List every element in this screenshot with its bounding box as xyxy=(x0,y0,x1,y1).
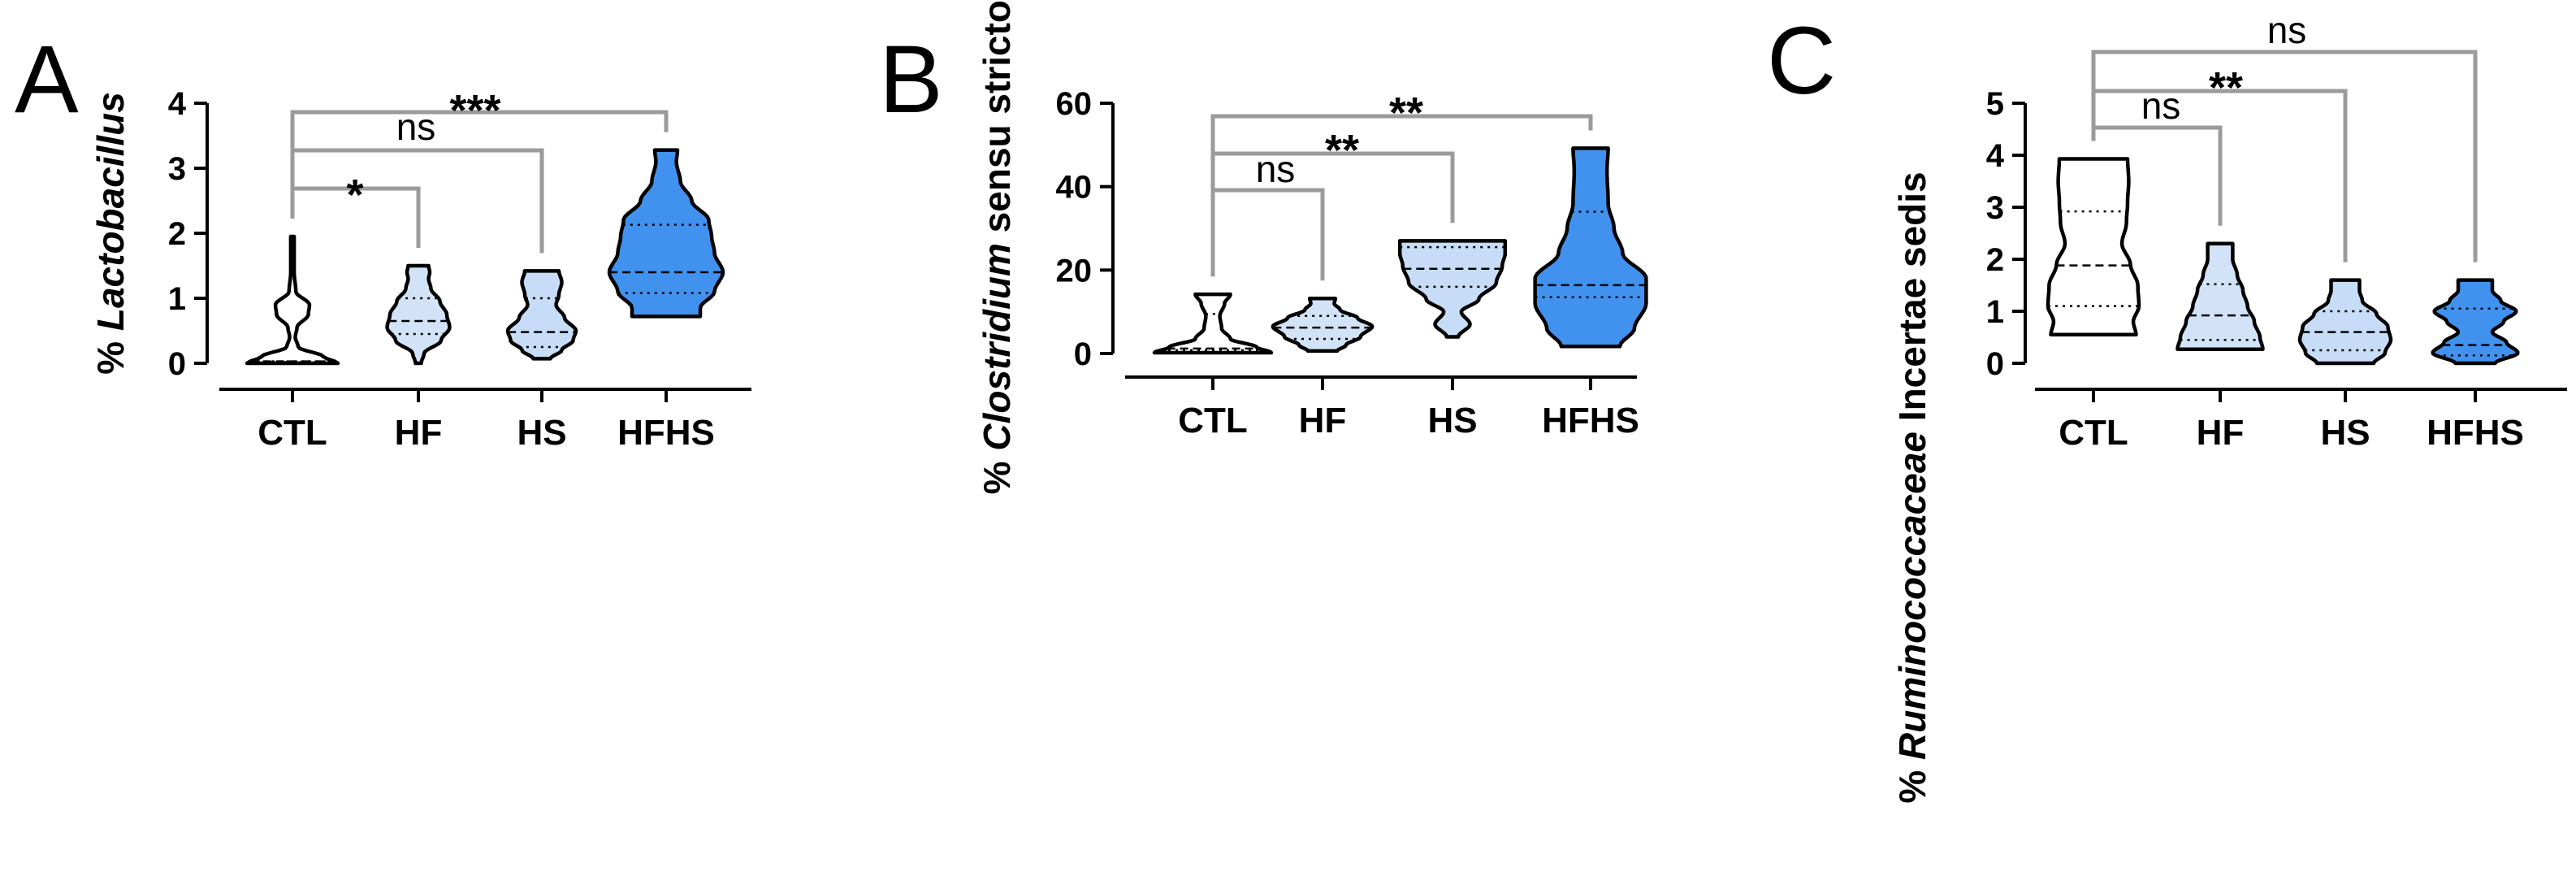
panel-b: B xyxy=(879,26,943,133)
x-tick-label-hf: HF xyxy=(1299,401,1347,440)
x-tick-label-ctl: CTL xyxy=(258,413,327,453)
violin-shape xyxy=(245,234,340,366)
violin-shape xyxy=(1152,292,1274,355)
y-tick-label: 4 xyxy=(1986,138,2005,174)
y-tick-label: 40 xyxy=(1056,170,1093,206)
y-tick-label: 0 xyxy=(1986,346,2004,382)
violin-hfhs xyxy=(607,148,725,319)
y-tick-label: 1 xyxy=(1986,294,2004,330)
bracket-line xyxy=(2091,50,2478,262)
x-tick-label-ctl: CTL xyxy=(2059,413,2128,453)
significance-label: ns xyxy=(2267,9,2307,51)
y-tick-label: 4 xyxy=(168,86,187,122)
violin-shape xyxy=(2297,278,2393,366)
violin-shape xyxy=(1397,239,1508,339)
x-tick-label-ctl: CTL xyxy=(1178,401,1248,440)
significance-bracket: *** xyxy=(290,86,669,219)
violin-hfhs xyxy=(1533,146,1648,349)
violin-hs xyxy=(2297,278,2393,366)
panel-letter-a: A xyxy=(15,26,79,133)
x-tick-label-hs: HS xyxy=(517,413,566,453)
x-tick-label-hf: HF xyxy=(2197,413,2245,453)
y-tick-label: 2 xyxy=(1986,242,2004,278)
panel-a: A xyxy=(15,26,79,133)
x-tick-label-hs: HS xyxy=(2320,413,2370,453)
y-tick-label: 60 xyxy=(1056,86,1093,122)
violin-hf xyxy=(385,263,452,366)
significance-bracket: ** xyxy=(1210,89,1593,277)
significance-bracket: ns xyxy=(2091,9,2478,262)
violin-hs xyxy=(1397,239,1508,339)
significance-label: * xyxy=(346,171,363,219)
significance-bracket: * xyxy=(290,171,421,248)
panel-letter-c: C xyxy=(1767,7,1836,115)
significance-label: ** xyxy=(1389,89,1423,137)
y-tick-label: 2 xyxy=(168,216,186,252)
significance-label: *** xyxy=(449,86,500,135)
violin-ctl xyxy=(2046,157,2141,337)
bracket-line xyxy=(1210,114,1593,277)
violin-hf xyxy=(1271,296,1375,354)
violin-shape xyxy=(505,269,578,361)
panel-letter-b: B xyxy=(879,26,943,133)
significance-bracket: ns xyxy=(1210,148,1325,281)
x-tick-label-hfhs: HFHS xyxy=(617,413,715,453)
y-tick-label: 20 xyxy=(1056,253,1093,288)
y-tick-label: 0 xyxy=(1074,336,1092,372)
significance-label: ** xyxy=(2209,63,2243,112)
y-tick-label: 5 xyxy=(1986,86,2004,122)
bracket-line xyxy=(1210,188,1325,281)
x-tick-label-hfhs: HFHS xyxy=(2427,413,2524,453)
y-axis-label: % Ruminococcaceae Incertae sedis xyxy=(1891,171,1933,803)
violin-shape xyxy=(2176,241,2265,351)
significance-label: ** xyxy=(1325,126,1359,175)
panel-c: C xyxy=(1767,7,1836,115)
y-axis-label: % Clostridium sensu stricto 1 xyxy=(976,0,1018,494)
violin-shape xyxy=(1533,146,1648,349)
bracket-line xyxy=(290,110,669,219)
violin-shape xyxy=(2046,157,2141,337)
y-tick-label: 0 xyxy=(168,346,186,382)
violin-shape xyxy=(2431,278,2520,366)
y-tick-label: 1 xyxy=(168,281,186,317)
y-axis-label: % Lactobacillus xyxy=(89,92,132,375)
y-tick-label: 3 xyxy=(168,151,186,187)
x-tick-label-hfhs: HFHS xyxy=(1542,401,1639,440)
x-tick-label-hs: HS xyxy=(1427,401,1477,440)
y-tick-label: 3 xyxy=(1986,190,2004,226)
violin-hs xyxy=(505,269,578,361)
x-tick-label-hf: HF xyxy=(395,413,443,453)
violin-shape xyxy=(385,263,452,366)
significance-bracket: ** xyxy=(1210,126,1455,277)
violin-shape xyxy=(607,148,725,319)
violin-ctl xyxy=(1152,292,1274,355)
violin-hf xyxy=(2176,241,2265,351)
violin-ctl xyxy=(245,234,340,366)
violin-hfhs xyxy=(2431,278,2520,366)
violin-shape xyxy=(1271,296,1375,354)
